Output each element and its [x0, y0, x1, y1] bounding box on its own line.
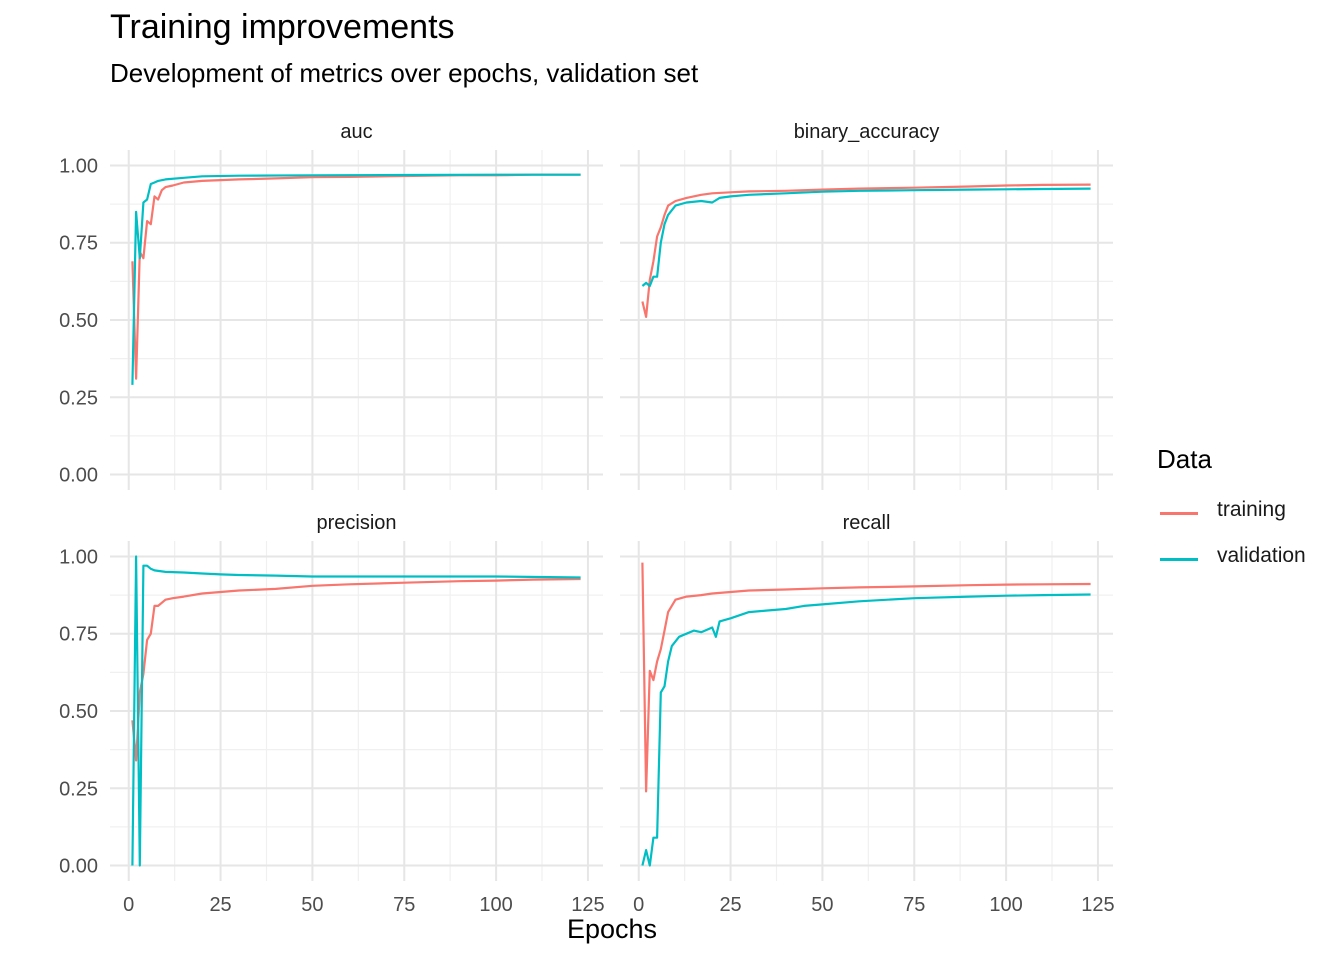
y-tick-label: 0.00 [59, 856, 98, 878]
series-line-binary-accuracy-training [641, 183, 1091, 318]
x-axis-title: Epochs [567, 914, 657, 944]
legend-title: Data [1157, 444, 1212, 474]
x-tick-label: 125 [1081, 894, 1114, 916]
panel-label-recall: recall [843, 512, 891, 534]
legend-key-validation [1160, 558, 1198, 561]
series-line-binary-accuracy-validation [641, 187, 1091, 288]
series-line-recall-training [641, 562, 1091, 793]
x-tick-label: 25 [719, 894, 741, 916]
legend-label-validation: validation [1217, 544, 1306, 567]
legend-label-training: training [1217, 498, 1286, 521]
y-tick-label: 0.00 [59, 465, 98, 487]
legend-item-training: training [1150, 498, 1340, 528]
series-line-precision-training [131, 577, 581, 762]
chart-title: Training improvements [110, 8, 455, 46]
x-tick-label: 100 [479, 894, 512, 916]
panel-label-binary-accuracy: binary_accuracy [794, 121, 940, 143]
x-tick-label: 0 [633, 894, 644, 916]
y-tick-label: 0.75 [59, 624, 98, 646]
x-tick-label: 100 [989, 894, 1022, 916]
y-tick-label: 1.00 [59, 155, 98, 177]
panel-label-auc: auc [340, 121, 372, 143]
x-tick-label: 0 [123, 894, 134, 916]
panel-label-precision: precision [316, 512, 396, 534]
y-tick-label: 0.50 [59, 310, 98, 332]
y-tick-label: 0.25 [59, 778, 98, 800]
chart-subtitle: Development of metrics over epochs, vali… [110, 58, 699, 88]
series-line-auc-validation [131, 173, 581, 385]
x-tick-label: 75 [393, 894, 415, 916]
y-tick-label: 0.50 [59, 701, 98, 723]
x-tick-label: 125 [571, 894, 604, 916]
series-line-recall-validation [641, 593, 1091, 867]
x-tick-label: 50 [301, 894, 323, 916]
y-tick-label: 0.25 [59, 387, 98, 409]
x-tick-label: 50 [811, 894, 833, 916]
y-tick-label: 1.00 [59, 546, 98, 568]
x-tick-label: 25 [209, 894, 231, 916]
x-tick-label: 75 [903, 894, 925, 916]
y-tick-label: 0.75 [59, 233, 98, 255]
series-line-precision-validation [131, 555, 581, 867]
legend-item-validation: validation [1150, 544, 1340, 574]
series-line-auc-training [131, 173, 581, 380]
legend-key-training [1160, 512, 1198, 515]
